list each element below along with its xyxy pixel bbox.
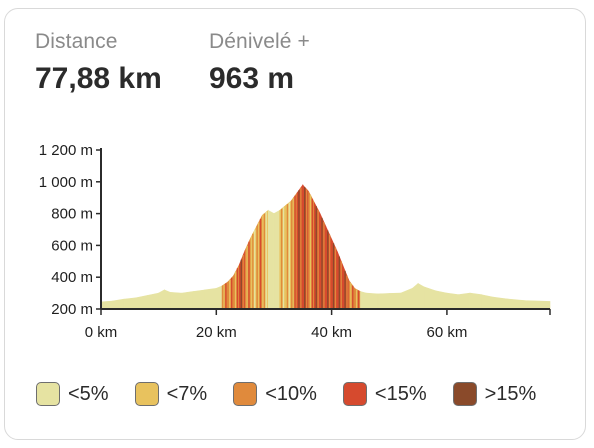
profile-segment <box>388 292 402 310</box>
legend-label: <5% <box>68 382 109 405</box>
profile-segment <box>325 226 332 310</box>
legend-label: >15% <box>484 382 537 405</box>
distance-value: 77,88 km <box>35 62 162 95</box>
elevation-gain-stat: Dénivelé + 963 m <box>209 30 310 96</box>
profile-segment <box>158 289 165 310</box>
profile-segment <box>469 292 482 310</box>
profile-segment <box>314 202 321 310</box>
profile-segment <box>273 209 281 310</box>
profile-segment <box>135 295 148 310</box>
legend-label: <15% <box>374 382 427 405</box>
profile-segment <box>302 184 309 310</box>
profile-segment <box>262 209 269 310</box>
x-tick-label: 20 km <box>196 324 237 341</box>
profile-segment <box>216 285 223 310</box>
profile-segment <box>515 299 528 310</box>
profile-segment <box>169 291 183 310</box>
legend-label: <10% <box>265 382 317 405</box>
profile-segment <box>331 238 338 310</box>
profile-segment <box>538 300 551 310</box>
profile-segment <box>256 215 263 310</box>
elevation-gain-label: Dénivelé + <box>209 30 310 53</box>
profile-segment <box>319 213 327 310</box>
y-tick-label: 400 m <box>51 269 93 286</box>
profile-segment <box>435 290 448 310</box>
profile-segment <box>146 292 159 310</box>
x-tick-label: 60 km <box>426 324 467 341</box>
profile-segment <box>100 300 113 310</box>
profile-segment <box>423 286 436 310</box>
profile-segment <box>504 298 517 310</box>
profile-segment <box>192 289 206 310</box>
y-tick-label: 800 m <box>51 206 93 223</box>
elevation-gain-value: 963 m <box>209 62 295 95</box>
legend-swatch <box>134 382 159 406</box>
profile-segment <box>360 291 367 310</box>
profile-segment <box>417 283 425 310</box>
profile-segment <box>492 296 505 310</box>
profile-segment <box>279 205 286 310</box>
profile-segment <box>337 251 344 310</box>
profile-segment <box>204 287 217 310</box>
profile-segment <box>123 297 136 310</box>
profile-segment <box>290 192 298 310</box>
profile-segment <box>481 294 494 310</box>
distance-stat: Distance 77,88 km <box>35 30 162 96</box>
profile-segment <box>308 191 315 310</box>
legend-item: >15% <box>452 382 537 406</box>
y-tick-label: 1 000 m <box>39 174 93 191</box>
profile-segment <box>527 300 540 310</box>
profile-segment <box>181 291 194 310</box>
profile-segment <box>458 292 471 310</box>
legend-item: <15% <box>342 382 427 406</box>
profile-segment <box>365 292 379 310</box>
y-tick-label: 1 200 m <box>39 142 93 159</box>
profile-segment <box>377 293 390 310</box>
profile-segment <box>446 292 459 310</box>
legend-swatch <box>233 382 258 406</box>
profile-segment <box>250 226 257 310</box>
legend-swatch <box>342 382 367 406</box>
gradient-legend: <5% <7% <10% <15% >15% <box>36 382 562 406</box>
legend-item: <7% <box>134 382 208 406</box>
profile-segment <box>239 250 246 310</box>
profile-segment <box>342 265 350 310</box>
profile-segment <box>267 209 275 310</box>
y-tick-label: 600 m <box>51 237 93 254</box>
profile-segment <box>233 264 240 310</box>
profile-segment <box>296 184 304 310</box>
profile-segment <box>244 237 252 310</box>
legend-label: <7% <box>166 382 208 405</box>
profile-segment <box>112 298 125 310</box>
legend-swatch <box>452 382 477 406</box>
legend-swatch <box>36 382 60 406</box>
x-tick-label: 40 km <box>311 324 352 341</box>
profile-segment <box>348 279 355 310</box>
profile-segment <box>400 287 413 310</box>
legend-item: <10% <box>233 382 317 406</box>
x-tick-label: 0 km <box>85 324 118 341</box>
profile-segment <box>412 282 419 310</box>
profile-segment <box>227 274 234 310</box>
legend-item: <5% <box>36 382 109 406</box>
profile-segment <box>164 289 171 310</box>
profile-segment <box>221 281 229 310</box>
profile-segment <box>285 200 292 310</box>
distance-label: Distance <box>35 30 118 53</box>
y-tick-label: 200 m <box>51 301 93 318</box>
profile-segment <box>354 287 361 310</box>
